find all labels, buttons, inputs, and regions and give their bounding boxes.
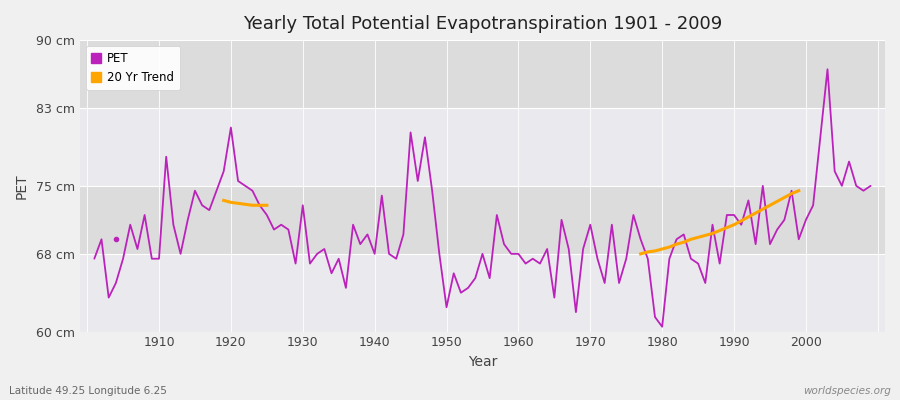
- Text: Latitude 49.25 Longitude 6.25: Latitude 49.25 Longitude 6.25: [9, 386, 166, 396]
- Legend: PET, 20 Yr Trend: PET, 20 Yr Trend: [86, 46, 180, 90]
- Bar: [80, 186, 885, 254]
- Y-axis label: PET: PET: [15, 173, 29, 199]
- Title: Yearly Total Potential Evapotranspiration 1901 - 2009: Yearly Total Potential Evapotranspiratio…: [243, 15, 722, 33]
- Bar: [80, 254, 885, 332]
- Text: worldspecies.org: worldspecies.org: [803, 386, 891, 396]
- X-axis label: Year: Year: [468, 355, 497, 369]
- Bar: [80, 40, 885, 108]
- Bar: [80, 108, 885, 186]
